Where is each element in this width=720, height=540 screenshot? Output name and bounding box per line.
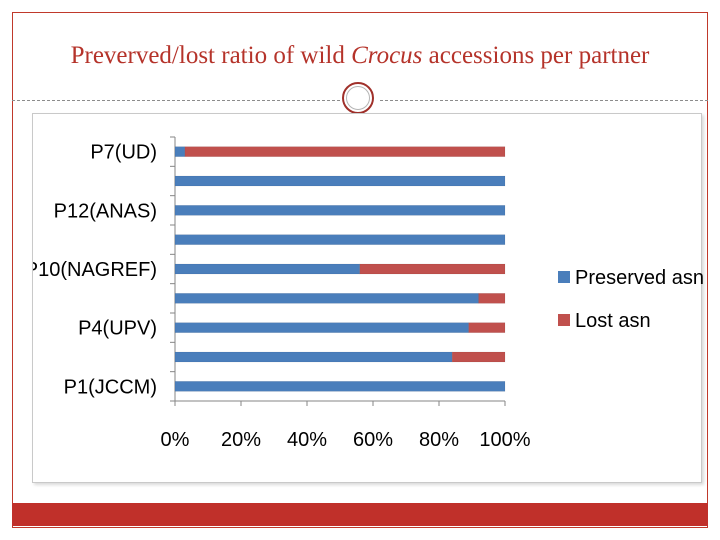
bar-segment-lost	[478, 293, 506, 304]
x-tick-label: 20%	[221, 429, 261, 451]
slide-frame	[12, 12, 708, 528]
x-tick-labels: 0% 20% 40% 60% 80% 100%	[161, 429, 531, 451]
bar-segment-preserved	[174, 351, 453, 363]
x-tick-label: 40%	[287, 429, 327, 451]
chart-legend: Preserved asn Lost asn	[558, 267, 704, 332]
bar-segment-preserved	[174, 263, 361, 275]
x-tick-label: 100%	[479, 429, 530, 451]
bar-segment-lost	[359, 263, 506, 275]
bar-segment-preserved	[174, 205, 506, 216]
category-label: P10(NAGREF)	[33, 259, 157, 281]
bar-segment-preserved	[174, 381, 506, 392]
legend-label: Lost asn	[575, 310, 651, 332]
divider-line-left	[12, 100, 340, 101]
legend-swatch	[558, 271, 570, 283]
bar-segment-preserved	[174, 322, 469, 333]
x-tick-label: 60%	[353, 429, 393, 451]
bar-segment-lost	[184, 146, 506, 157]
x-tick-label: 0%	[161, 429, 190, 451]
bar-segment-preserved	[174, 146, 186, 157]
divider-circle-ornament	[342, 82, 374, 114]
chart-container: P1(JCCM) P4(UPV) P10(NAGREF) P12(ANAS) P7(UD…	[25, 113, 704, 483]
title-italic: Crocus	[351, 42, 423, 69]
legend-swatch	[558, 314, 570, 326]
title-after: accessions per partner	[422, 42, 650, 69]
category-label: P12(ANAS)	[54, 200, 157, 222]
bar-segment-preserved	[174, 234, 506, 245]
category-labels: P1(JCCM) P4(UPV) P10(NAGREF) P12(ANAS) P7(UD…	[25, 142, 157, 399]
slide-title: Preverved/lost ratio of wild Crocus acce…	[12, 42, 708, 70]
title-before: Preverved/lost ratio of wild	[70, 42, 352, 69]
legend-label: Preserved asn	[575, 267, 703, 289]
chart-bars	[174, 146, 506, 392]
bar-segment-preserved	[174, 293, 479, 304]
bar-segment-preserved	[174, 175, 506, 187]
footer-bar	[12, 503, 708, 526]
bar-segment-lost	[451, 351, 506, 363]
x-tick-label: 80%	[419, 429, 459, 451]
category-label: P1(JCCM)	[64, 376, 157, 398]
category-label: P4(UPV)	[78, 318, 157, 340]
divider-line-right	[380, 100, 708, 101]
category-label: P7(UD)	[90, 142, 157, 164]
bar-segment-lost	[468, 322, 506, 333]
bar-chart: P1(JCCM) P4(UPV) P10(NAGREF) P12(ANAS) P7(UD…	[25, 136, 704, 451]
